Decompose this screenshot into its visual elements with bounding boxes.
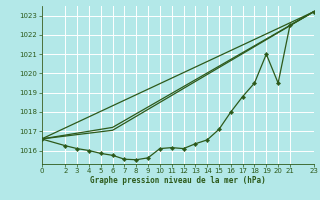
X-axis label: Graphe pression niveau de la mer (hPa): Graphe pression niveau de la mer (hPa): [90, 176, 266, 185]
